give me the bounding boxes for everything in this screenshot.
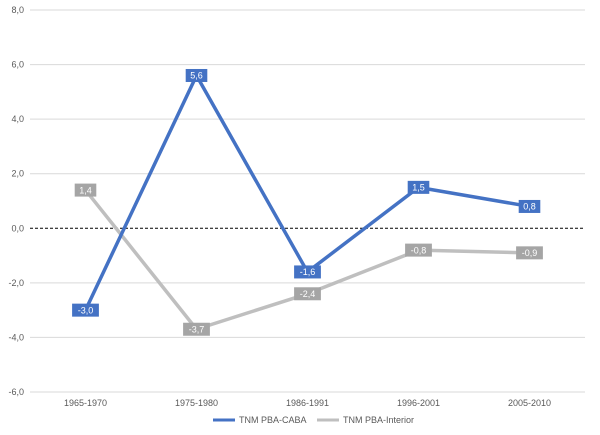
- data-label: -3,7: [183, 322, 210, 336]
- svg-text:-3,7: -3,7: [189, 324, 205, 334]
- legend-label: TNM PBA-CABA: [239, 415, 307, 425]
- data-label: -0,8: [405, 243, 432, 257]
- x-axis: 1965-1970 1975-1980 1986-1991 1996-2001 2005…: [64, 398, 551, 408]
- y-axis: -6,0 -4,0 -2,0 0,0 2,0 4,0 6,0 8,0: [8, 5, 24, 397]
- y-tick-label: 8,0: [11, 5, 24, 15]
- y-tick-label: -6,0: [8, 387, 24, 397]
- x-tick-label: 1975-1980: [175, 398, 218, 408]
- x-tick-label: 2005-2010: [508, 398, 551, 408]
- y-tick-label: 6,0: [11, 60, 24, 70]
- svg-text:-2,4: -2,4: [300, 289, 316, 299]
- svg-text:1,5: 1,5: [412, 183, 425, 193]
- data-label: -3,0: [72, 303, 99, 317]
- data-labels: 1,4 -3,7 -2,4 -0,8 -0,9 -3,0 5,6 -1,6 1,5 0,8: [72, 68, 543, 336]
- y-tick-label: 0,0: [11, 223, 24, 233]
- legend-item-pba-caba: TNM PBA-CABA: [213, 415, 307, 425]
- svg-text:-3,0: -3,0: [78, 305, 94, 315]
- x-tick-label: 1986-1991: [286, 398, 329, 408]
- data-label: 5,6: [185, 68, 208, 82]
- svg-text:-1,6: -1,6: [300, 267, 316, 277]
- data-label: -0,9: [516, 246, 543, 260]
- legend: TNM PBA-CABA TNM PBA-Interior: [213, 415, 414, 425]
- legend-item-pba-interior: TNM PBA-Interior: [317, 415, 414, 425]
- y-tick-label: -2,0: [8, 278, 24, 288]
- svg-text:-0,9: -0,9: [522, 248, 538, 258]
- data-label: 1,4: [74, 183, 97, 197]
- y-tick-label: 4,0: [11, 114, 24, 124]
- y-tick-label: 2,0: [11, 169, 24, 179]
- x-tick-label: 1996-2001: [397, 398, 440, 408]
- data-label: -1,6: [294, 265, 321, 279]
- data-label: 1,5: [407, 180, 430, 194]
- svg-text:-0,8: -0,8: [411, 245, 427, 255]
- y-tick-label: -4,0: [8, 332, 24, 342]
- svg-text:0,8: 0,8: [523, 202, 536, 212]
- data-label: -2,4: [294, 287, 321, 301]
- data-label: 0,8: [518, 199, 541, 213]
- legend-label: TNM PBA-Interior: [343, 415, 414, 425]
- svg-text:1,4: 1,4: [79, 185, 92, 195]
- svg-text:5,6: 5,6: [190, 71, 203, 81]
- series-line-pba-interior: [83, 188, 532, 331]
- x-tick-label: 1965-1970: [64, 398, 107, 408]
